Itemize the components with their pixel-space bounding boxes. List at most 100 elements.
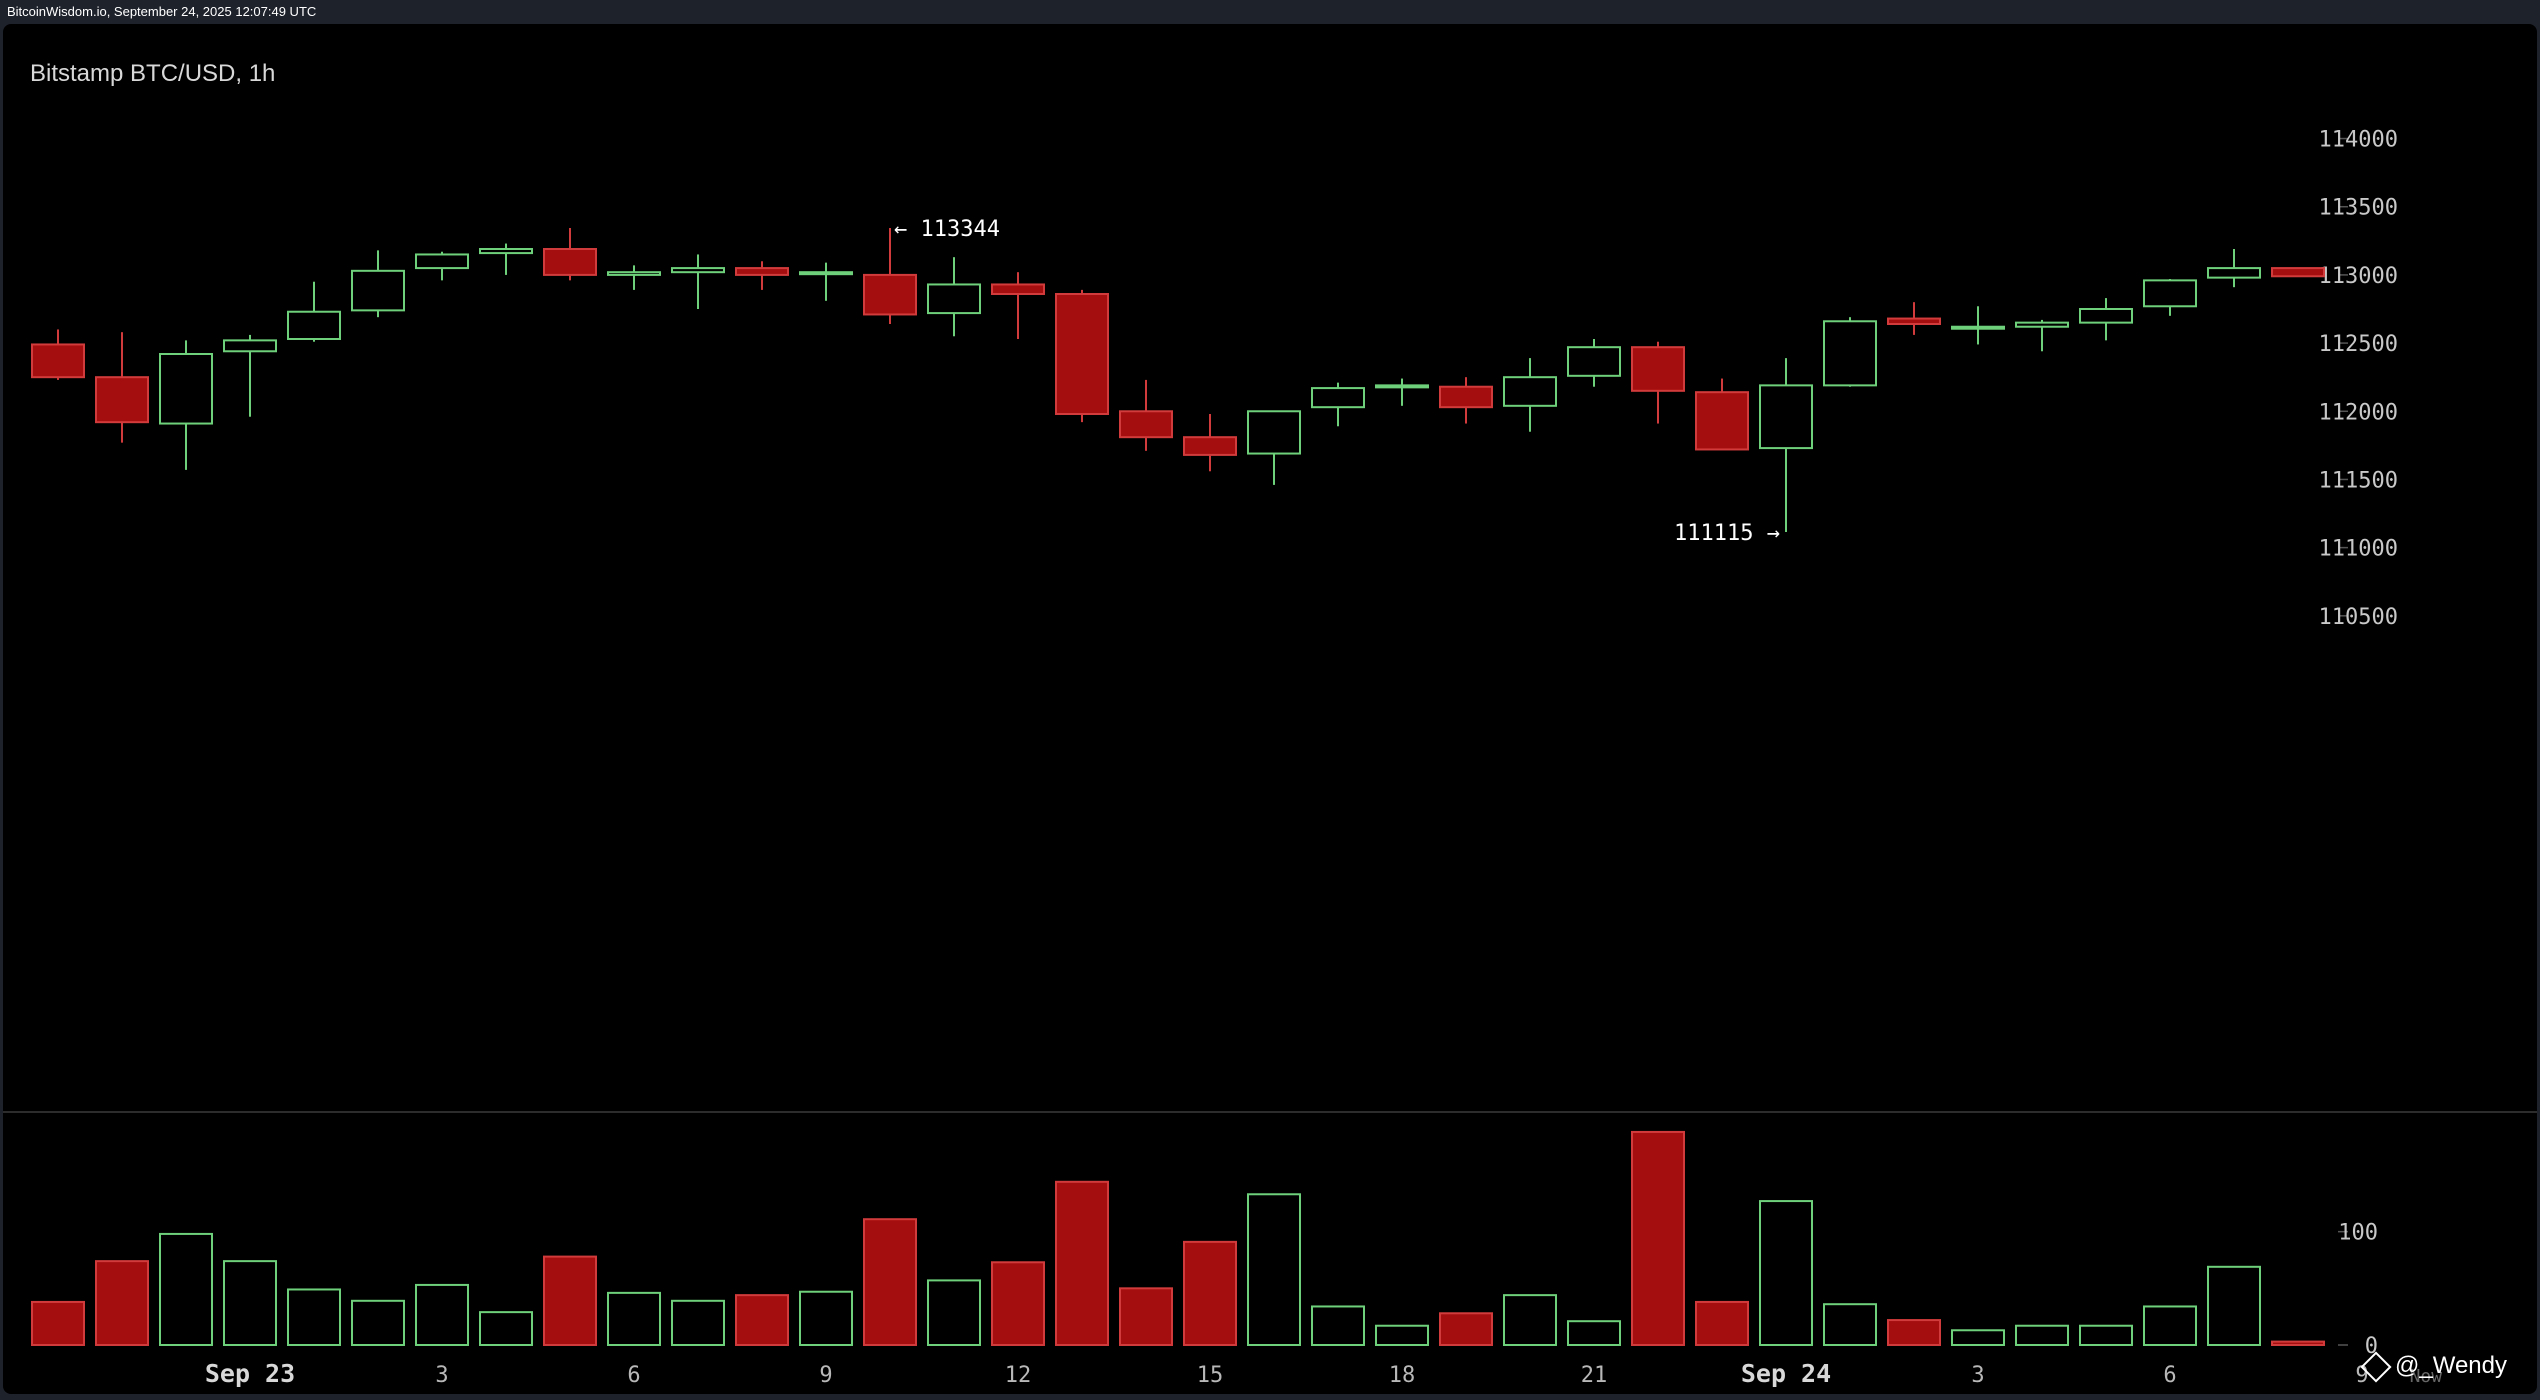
candle-body-down — [1631, 346, 1685, 392]
volume-bar-up — [1951, 1329, 2005, 1347]
candle-body-down — [863, 273, 917, 316]
price-volume-chart[interactable]: 110500 111000 111500 112000 112500 113000 1135… — [3, 24, 2537, 1394]
candle-body-down — [991, 283, 1045, 296]
volume-bar-down — [1695, 1300, 1749, 1347]
volume-bar-up — [1375, 1324, 1429, 1346]
candle-body-down — [95, 376, 149, 424]
candle-body-down — [543, 248, 597, 276]
watermark: @_Wendy — [2360, 1351, 2507, 1383]
volume-bar-up — [1823, 1303, 1877, 1346]
candle-body-up — [799, 271, 853, 276]
volume-bar-up — [2207, 1265, 2261, 1347]
candle-body-up — [1951, 325, 2005, 330]
volume-bar-up — [2143, 1305, 2197, 1347]
candle-body-down — [1439, 385, 1493, 409]
volume-bar-up — [415, 1283, 469, 1347]
candle-body-up — [2143, 279, 2197, 308]
candle-body-up — [351, 269, 405, 312]
candle-body-up — [2015, 321, 2069, 328]
volume-bar-up — [671, 1299, 725, 1347]
candle-body-down — [2271, 267, 2325, 278]
x-tick-label: 15 — [1197, 1363, 1224, 1388]
candle-body-up — [1759, 384, 1813, 450]
price-tick-label: 110500 — [2319, 605, 2398, 630]
candle-body-up — [1375, 384, 1429, 389]
watermark-text: @_Wendy — [2395, 1352, 2507, 1379]
volume-tick-label: 0 — [2365, 1334, 2378, 1359]
x-tick-label: Now — [2410, 1366, 2443, 1387]
candle-body-up — [2079, 308, 2133, 324]
source-caption: BitcoinWisdom.io, September 24, 2025 12:… — [7, 4, 317, 19]
candle-body-up — [1247, 410, 1301, 455]
candle-body-up — [287, 310, 341, 340]
volume-bar-up — [479, 1311, 533, 1346]
x-tick-label: 6 — [627, 1363, 640, 1388]
volume-bar-up — [351, 1299, 405, 1347]
binance-logo-icon — [2360, 1351, 2392, 1383]
x-tick-label: 6 — [2163, 1363, 2176, 1388]
volume-bar-down — [1887, 1319, 1941, 1346]
volume-bar-down — [543, 1255, 597, 1346]
volume-bar-up — [2079, 1324, 2133, 1346]
volume-bar-up — [607, 1291, 661, 1347]
price-tick-label: 111500 — [2319, 468, 2398, 493]
volume-bar-down — [1439, 1312, 1493, 1347]
price-tick-label: 111000 — [2319, 537, 2398, 562]
volume-bar-up — [223, 1260, 277, 1346]
high-annotation: ← 113344 — [894, 217, 1000, 242]
candle-body-up — [479, 248, 533, 255]
x-tick-label: 18 — [1389, 1363, 1416, 1388]
price-tick-label: 113000 — [2319, 264, 2398, 289]
volume-bar-up — [159, 1232, 213, 1347]
x-tick-label: Sep 24 — [1741, 1359, 1831, 1388]
volume-bar-down — [1119, 1287, 1173, 1347]
volume-bar-up — [1759, 1200, 1813, 1346]
volume-bar-up — [799, 1290, 853, 1346]
volume-bar-down — [1631, 1130, 1685, 1347]
volume-bar-down — [863, 1218, 917, 1346]
candle-body-up — [1503, 376, 1557, 407]
candle-body-down — [1887, 317, 1941, 325]
candle-body-up — [927, 283, 981, 315]
price-tick-label: 112500 — [2319, 332, 2398, 357]
low-annotation: 111115 → — [1674, 521, 1780, 546]
x-tick-label: Sep 23 — [205, 1359, 295, 1388]
price-tick-label: 112000 — [2319, 400, 2398, 425]
candle-body-up — [415, 253, 469, 270]
volume-bar-down — [2271, 1340, 2325, 1346]
volume-bar-down — [1055, 1180, 1109, 1347]
volume-bar-up — [287, 1288, 341, 1347]
volume-bar-down — [95, 1260, 149, 1346]
candle-body-up — [1567, 346, 1621, 377]
x-tick-label: 9 — [819, 1363, 832, 1388]
chart-title: Bitstamp BTC/USD, 1h — [30, 60, 276, 87]
candle-body-up — [671, 267, 725, 274]
x-tick-label: 21 — [1581, 1363, 1608, 1388]
x-tick-label: 3 — [435, 1363, 448, 1388]
candle-body-down — [1119, 410, 1173, 439]
candle-body-up — [223, 339, 277, 353]
volume-bar-up — [1247, 1193, 1301, 1347]
volume-bar-up — [1503, 1294, 1557, 1346]
x-tick-label: 9 — [2355, 1363, 2368, 1388]
candle-body-up — [159, 353, 213, 425]
top-bar: BitcoinWisdom.io, September 24, 2025 12:… — [0, 0, 2540, 24]
volume-bar-down — [991, 1261, 1045, 1347]
volume-bar-up — [1311, 1305, 1365, 1347]
x-tick-label: 12 — [1005, 1363, 1032, 1388]
candle-body-up — [1311, 387, 1365, 409]
candle-body-down — [1183, 436, 1237, 456]
price-tick-label: 113500 — [2319, 196, 2398, 221]
candle-body-up — [607, 271, 661, 276]
candle-body-up — [2207, 267, 2261, 279]
chart-frame: Bitstamp BTC/USD, 1h 110500 111000 111500 1… — [3, 24, 2537, 1394]
candle-body-down — [31, 343, 85, 379]
candle-body-down — [1055, 293, 1109, 415]
volume-bar-up — [2015, 1324, 2069, 1346]
volume-bar-down — [735, 1294, 789, 1346]
price-tick-label: 114000 — [2319, 128, 2398, 153]
volume-bar-down — [1183, 1240, 1237, 1347]
x-tick-label: 3 — [1971, 1363, 1984, 1388]
volume-bar-up — [927, 1279, 981, 1347]
candle-body-down — [735, 267, 789, 276]
